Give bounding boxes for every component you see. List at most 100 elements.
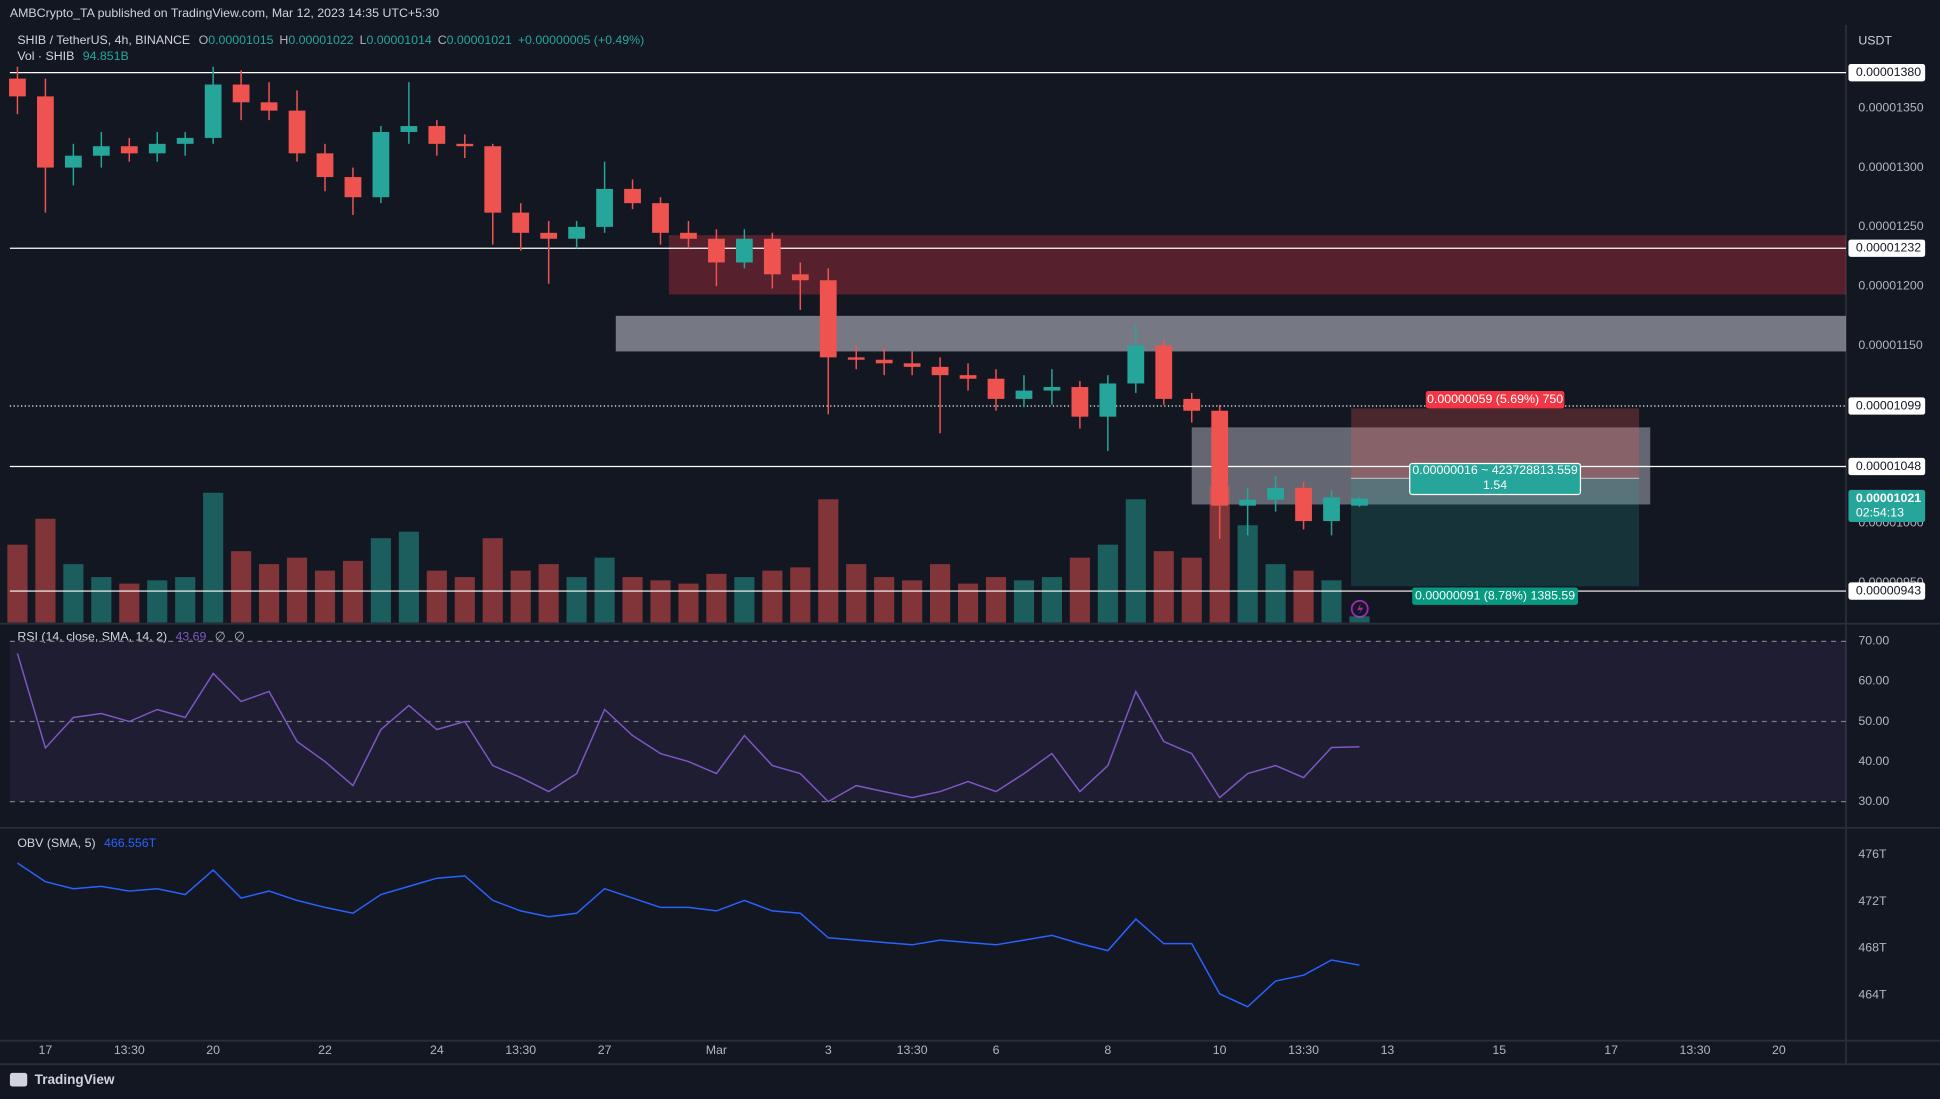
volume-bar	[454, 577, 475, 623]
level-label: 0.00001232	[1856, 240, 1921, 254]
legend-key: C	[438, 33, 447, 47]
candle-body	[232, 84, 250, 103]
obv-value: 466.556T	[104, 836, 157, 850]
y-tick-label: 0.00001150	[1858, 338, 1923, 352]
y-tick-label: 0.00001300	[1858, 160, 1923, 174]
rsi-extra: ∅	[215, 630, 226, 644]
position-target-area	[1351, 478, 1640, 587]
x-tick-label: 20	[206, 1043, 220, 1057]
x-tick-label: 10	[1213, 1043, 1227, 1057]
volume-bar	[510, 570, 531, 623]
volume-bar	[902, 580, 923, 623]
y-tick-label: 30.00	[1858, 794, 1889, 808]
volume-bar	[1153, 551, 1174, 623]
x-tick-label: 27	[598, 1043, 612, 1057]
level-label-bg	[1848, 397, 1926, 415]
volume-bar	[985, 577, 1007, 623]
price-legend: SHIB / TetherUS, 4h, BINANCE O0.00001015…	[17, 33, 644, 47]
candle-body	[120, 146, 138, 154]
legend-value: 0.00001021	[447, 33, 512, 47]
level-label: 0.00000943	[1856, 583, 1921, 597]
volume-bar	[790, 567, 811, 623]
candle-body	[1155, 345, 1173, 399]
legend-change: +0.00000005 (+0.49%)	[518, 33, 644, 47]
indicator-line	[17, 862, 1360, 1008]
volume-bar	[1293, 570, 1314, 623]
position-stop-label-bg	[1425, 391, 1565, 409]
candle-body	[400, 126, 418, 132]
volume-bar	[1013, 580, 1035, 623]
volume-bar	[650, 580, 671, 623]
zone	[668, 235, 1846, 295]
candle-body	[1043, 387, 1061, 391]
volume-bar	[7, 544, 28, 623]
candle-body	[847, 357, 865, 360]
candle-body	[931, 366, 949, 376]
volume-bar	[1125, 499, 1146, 623]
publisher: AMBCrypto_TA published on TradingView.co…	[10, 6, 439, 20]
candle-body	[1183, 398, 1201, 411]
candle-body	[372, 131, 390, 198]
position-entry-label: 1.54	[1483, 478, 1507, 492]
volume-bar	[957, 583, 979, 623]
candle-body	[624, 188, 641, 204]
alert-icon-bolt	[1357, 602, 1364, 616]
candle-body	[819, 280, 837, 358]
volume-legend: Vol · SHIB 94.851B	[17, 49, 128, 63]
legend-key: O	[199, 33, 209, 47]
candle-body	[9, 78, 26, 97]
level-label: 0.00001380	[1856, 65, 1921, 79]
volume-bar	[91, 577, 112, 623]
x-tick-label: 8	[1104, 1043, 1111, 1057]
x-tick-label: 20	[1772, 1043, 1786, 1057]
volume-bar	[538, 564, 559, 623]
candle-body	[680, 232, 697, 239]
candle-body	[652, 203, 669, 233]
position-stop-label: 0.00000059 (5.69%) 750	[1427, 392, 1563, 406]
y-tick-label: 476T	[1858, 847, 1887, 861]
x-tick-label: 22	[318, 1043, 332, 1057]
logo-mark	[9, 1072, 28, 1087]
brand[interactable]: TradingView	[35, 1072, 115, 1087]
x-tick-label: 3	[825, 1043, 832, 1057]
y-tick-label: 60.00	[1858, 674, 1889, 688]
candle-body	[763, 238, 781, 275]
volume-bar	[175, 577, 196, 623]
candle-body	[903, 363, 921, 367]
candle-body	[791, 274, 809, 281]
legend-value: 0.00001014	[366, 33, 431, 47]
candle-body	[1071, 387, 1089, 417]
candle-body	[1295, 487, 1312, 522]
y-tick-label: 0.00001350	[1858, 101, 1923, 115]
candle-body	[176, 137, 194, 144]
x-tick-label: 17	[39, 1043, 53, 1057]
volume-bar	[622, 577, 643, 623]
rsi-extra: ∅	[234, 630, 245, 644]
candle-body	[1127, 345, 1145, 384]
position-entry-label: 0.00000016 ~ 423728813.559	[1412, 463, 1577, 477]
last-price-bg	[1848, 489, 1926, 523]
candle-body	[92, 146, 110, 156]
level-label-bg	[1848, 457, 1926, 476]
volume-bar	[762, 570, 783, 623]
rsi-value: 43.69	[175, 630, 206, 644]
level-label: 0.00001048	[1856, 459, 1921, 473]
volume-bar	[63, 564, 84, 623]
volume-bar	[342, 560, 364, 623]
obv-title: OBV (SMA, 5)	[17, 836, 95, 850]
candle-body	[596, 188, 613, 227]
indicator-line	[16, 653, 1360, 803]
x-tick-label: Mar	[706, 1043, 727, 1057]
volume-bar	[1181, 557, 1202, 623]
position-entry-label-bg	[1409, 462, 1582, 496]
obv-legend: OBV (SMA, 5) 466.556T	[17, 836, 156, 850]
x-tick-label: 24	[430, 1043, 444, 1057]
candle-body	[568, 226, 586, 239]
symbol: SHIB / TetherUS, 4h, BINANCE	[17, 33, 190, 47]
last-price-label: 0.00001021	[1856, 491, 1921, 505]
rsi-legend: RSI (14, close, SMA, 14, 2) 43.69 ∅ ∅	[17, 630, 244, 644]
y-tick-label: 472T	[1858, 894, 1887, 908]
candle-body	[987, 378, 1005, 399]
volume-bar	[231, 551, 252, 623]
